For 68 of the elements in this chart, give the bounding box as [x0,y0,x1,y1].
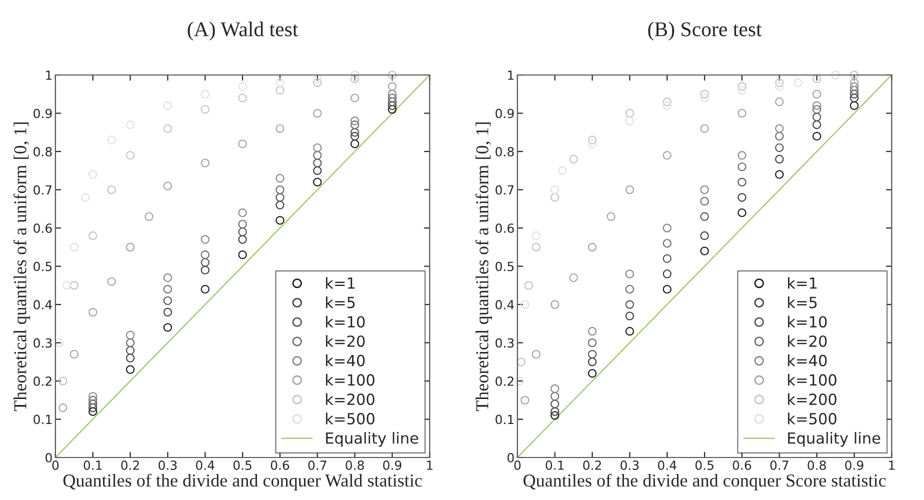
y-tick-label: 0.1 [496,414,514,424]
x-tick-label: 0.1 [546,460,564,470]
x-tick-label: 0.7 [770,460,788,470]
x-tick-label: 0.6 [270,460,290,470]
chart-title: (A) Wald test [188,22,298,41]
y-tick-label: 0.2 [496,376,514,386]
x-axis-title: Quantiles of the divide and conquer Score statistic [524,474,886,490]
x-tick-label: 0.4 [658,460,676,470]
y-tick-label: 0.7 [34,185,52,195]
legend-label: k=200 [326,393,374,406]
legend-label: k=5 [326,296,355,308]
x-tick-label: 0.3 [620,460,639,470]
legend-label: k=5 [788,296,817,308]
legend-label: k=200 [788,393,836,406]
legend-label: k=100 [326,374,374,386]
legend-label: k=10 [788,316,827,328]
x-tick-label: 0.7 [308,460,326,470]
y-tick-label: 0.6 [496,223,514,233]
x-tick-label: 0.9 [845,460,864,470]
x-tick-label: 0.6 [732,460,752,470]
x-tick-label: 0.5 [695,460,714,470]
x-tick-label: 1 [889,460,894,470]
legend-label: k=500 [788,412,836,424]
x-tick-label: 0.8 [346,460,364,470]
legend-label: Equality line [788,432,880,447]
y-axis-title: Theoretical quantiles of a uniform [0, 1] [475,122,492,412]
x-tick-label: 0.2 [583,460,601,470]
x-tick-label: 0.1 [84,460,102,470]
x-tick-label: 0.9 [383,460,402,470]
legend-label: k=40 [788,354,827,366]
y-tick-label: 0.6 [34,223,52,233]
legend-label: k=20 [326,335,365,347]
y-tick-label: 0.4 [34,300,52,310]
legend-label: k=40 [326,354,365,366]
x-tick-label: 0.5 [233,460,252,470]
y-tick-label: 0.5 [34,262,52,272]
y-tick-label: 0.4 [496,300,514,310]
x-tick-label: 0 [52,460,59,470]
x-tick-label: 0.4 [196,460,214,470]
legend-label: k=20 [788,335,827,347]
legend-label: k=500 [326,412,374,424]
y-tick-label: 0.7 [496,185,514,195]
y-tick-label: 0.9 [34,108,52,118]
y-axis-title: Theoretical quantiles of a uniform [0, 1] [13,122,30,412]
legend-label: k=100 [788,374,836,386]
y-tick-label: 0.2 [34,376,52,386]
x-tick-label: 0.2 [121,460,139,470]
x-tick-label: 0 [514,460,521,470]
y-tick-label: 1 [508,70,514,80]
y-tick-label: 0 [508,452,514,462]
y-tick-label: 0.8 [34,146,52,156]
y-tick-label: 0.8 [496,146,514,156]
y-tick-label: 0.5 [496,262,514,272]
chart-title: (B) Score test [648,22,762,41]
y-tick-label: 0 [46,452,52,462]
y-tick-label: 0.9 [496,108,514,118]
x-axis-title: Quantiles of the divide and conquer Wald statistic [63,474,422,490]
legend-label: k=10 [326,316,365,328]
x-tick-label: 0.3 [158,460,177,470]
y-tick-label: 0.3 [496,338,514,348]
x-tick-label: 0.8 [808,460,826,470]
legend-label: k=1 [326,277,355,289]
y-tick-label: 1 [46,70,52,80]
y-tick-label: 0.3 [34,338,52,348]
legend-label: Equality line [326,432,418,447]
legend-label: k=1 [788,277,817,289]
y-tick-label: 0.1 [34,414,52,424]
x-tick-label: 1 [427,460,432,470]
